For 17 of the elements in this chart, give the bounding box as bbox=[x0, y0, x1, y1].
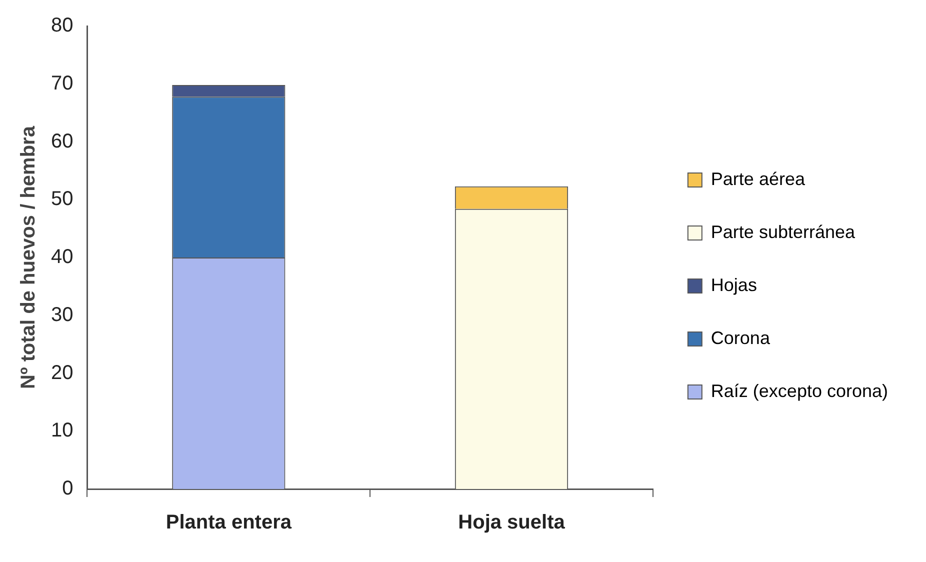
y-tick-label: 60 bbox=[50, 130, 74, 152]
x-tick-label: Planta entera bbox=[166, 512, 292, 534]
x-tick-label: Hoja suelta bbox=[458, 512, 566, 534]
legend-label: Raíz (excepto corona) bbox=[710, 380, 888, 401]
legend-label: Corona bbox=[710, 328, 771, 348]
y-tick-label: 70 bbox=[50, 72, 74, 94]
legend-label: Hojas bbox=[710, 274, 757, 295]
y-axis-title: Nº total de huevos / hembra bbox=[18, 125, 40, 389]
y-tick-label: 20 bbox=[50, 362, 74, 384]
legend-label: Parte aérea bbox=[710, 168, 806, 189]
y-tick-label: 30 bbox=[50, 304, 74, 326]
legend-label: Parte subterránea bbox=[710, 222, 856, 242]
y-tick-label: 0 bbox=[62, 478, 74, 500]
y-tick-label: 80 bbox=[50, 14, 74, 37]
y-tick-label: 50 bbox=[50, 188, 74, 210]
y-tick-label: 10 bbox=[50, 420, 74, 442]
y-tick-label: 40 bbox=[50, 246, 74, 268]
